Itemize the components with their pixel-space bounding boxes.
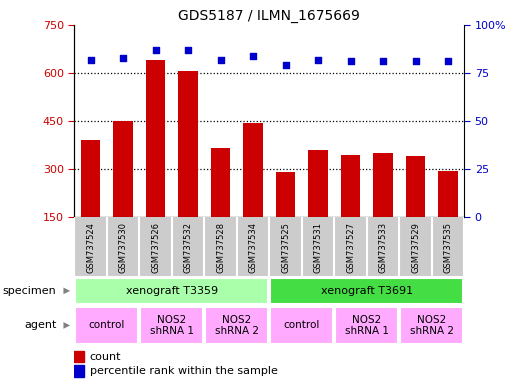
- Bar: [270, 307, 333, 344]
- Point: [346, 58, 354, 65]
- Text: GSM737529: GSM737529: [411, 222, 420, 273]
- Bar: [75, 307, 139, 344]
- Text: GSM737531: GSM737531: [313, 222, 323, 273]
- Text: GSM737533: GSM737533: [379, 222, 387, 273]
- Bar: [341, 155, 360, 217]
- Point: [184, 47, 192, 53]
- Text: agent: agent: [24, 320, 56, 331]
- Bar: [81, 140, 101, 217]
- Bar: [438, 170, 458, 217]
- Bar: [205, 307, 268, 344]
- Point: [119, 55, 127, 61]
- Bar: [74, 351, 84, 362]
- Title: GDS5187 / ILMN_1675669: GDS5187 / ILMN_1675669: [179, 8, 360, 23]
- Text: control: control: [284, 320, 320, 331]
- Bar: [74, 366, 84, 377]
- Bar: [336, 307, 398, 344]
- Text: NOS2
shRNA 2: NOS2 shRNA 2: [215, 314, 259, 336]
- Text: GSM737530: GSM737530: [119, 222, 128, 273]
- Text: NOS2
shRNA 2: NOS2 shRNA 2: [410, 314, 454, 336]
- Point: [282, 62, 290, 68]
- Point: [314, 56, 322, 63]
- Text: count: count: [90, 352, 121, 362]
- Text: GSM737527: GSM737527: [346, 222, 355, 273]
- Bar: [146, 60, 165, 217]
- Text: GSM737534: GSM737534: [249, 222, 258, 273]
- Point: [151, 47, 160, 53]
- Point: [379, 58, 387, 65]
- Text: xenograft T3359: xenograft T3359: [126, 286, 218, 296]
- Text: GSM737528: GSM737528: [216, 222, 225, 273]
- Bar: [113, 121, 133, 217]
- Text: percentile rank within the sample: percentile rank within the sample: [90, 366, 278, 376]
- Text: GSM737532: GSM737532: [184, 222, 192, 273]
- Bar: [406, 156, 425, 217]
- Text: GSM737524: GSM737524: [86, 222, 95, 273]
- Point: [249, 53, 257, 59]
- Bar: [179, 71, 198, 217]
- Bar: [400, 307, 463, 344]
- Point: [87, 56, 95, 63]
- Bar: [270, 278, 463, 304]
- Bar: [75, 278, 268, 304]
- Point: [444, 58, 452, 65]
- Text: control: control: [89, 320, 125, 331]
- Text: specimen: specimen: [3, 286, 56, 296]
- Text: NOS2
shRNA 1: NOS2 shRNA 1: [150, 314, 194, 336]
- Bar: [373, 153, 393, 217]
- Text: NOS2
shRNA 1: NOS2 shRNA 1: [345, 314, 389, 336]
- Point: [216, 56, 225, 63]
- Point: [411, 58, 420, 65]
- Bar: [276, 172, 295, 217]
- Text: GSM737525: GSM737525: [281, 222, 290, 273]
- Bar: [308, 150, 328, 217]
- Text: xenograft T3691: xenograft T3691: [321, 286, 413, 296]
- Bar: [141, 307, 203, 344]
- Bar: [243, 122, 263, 217]
- Text: GSM737526: GSM737526: [151, 222, 160, 273]
- Bar: [211, 148, 230, 217]
- Text: GSM737535: GSM737535: [444, 222, 452, 273]
